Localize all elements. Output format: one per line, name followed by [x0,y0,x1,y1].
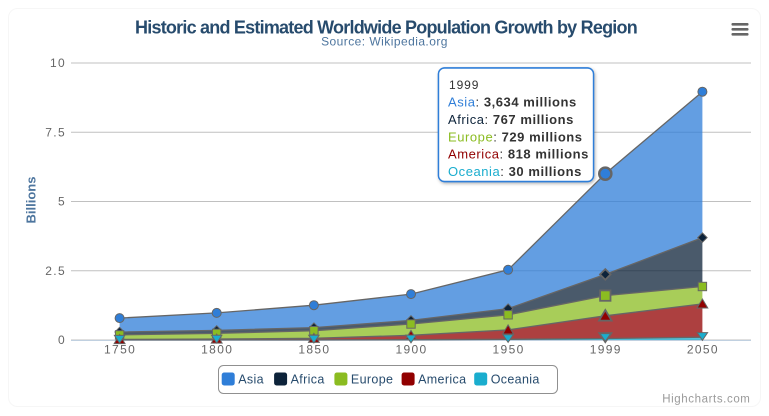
svg-text:Africa: 767 millions: Africa: 767 millions [448,112,574,127]
svg-text:America: 818 millions: America: 818 millions [448,147,589,162]
svg-text:1950: 1950 [493,343,525,357]
svg-text:2050: 2050 [687,343,719,357]
svg-text:Billions: Billions [24,177,39,224]
svg-text:1800: 1800 [201,343,233,357]
svg-text:5: 5 [58,195,66,209]
svg-text:Historic and Estimated Worldwi: Historic and Estimated Worldwide Populat… [135,18,637,38]
svg-text:Source: Wikipedia.org: Source: Wikipedia.org [321,35,448,49]
svg-text:1750: 1750 [104,343,136,357]
svg-text:2.5: 2.5 [45,264,66,278]
svg-text:Europe: 729 millions: Europe: 729 millions [448,129,583,144]
svg-text:7.5: 7.5 [45,125,66,139]
svg-text:Africa: Africa [291,373,325,387]
svg-text:1999: 1999 [590,343,622,357]
svg-text:Asia: Asia [238,373,264,387]
svg-text:1850: 1850 [298,343,330,357]
svg-text:Europe: Europe [351,373,393,387]
svg-text:Oceania: Oceania [491,373,540,387]
svg-text:Asia: 3,634 millions: Asia: 3,634 millions [448,95,577,110]
svg-text:1999: 1999 [449,78,479,92]
svg-text:0: 0 [58,333,66,347]
svg-text:Highcharts.com: Highcharts.com [662,394,750,406]
svg-text:10: 10 [50,56,66,70]
svg-text:1900: 1900 [395,343,427,357]
svg-text:Oceania: 30 millions: Oceania: 30 millions [448,164,582,179]
svg-text:America: America [418,373,466,387]
